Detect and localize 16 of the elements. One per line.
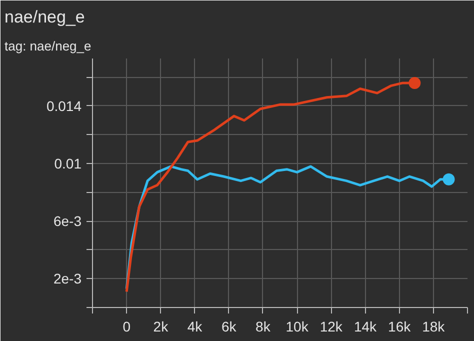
chart-title: nae/neg_e xyxy=(4,8,85,26)
y-tick-label: 2e-3 xyxy=(53,270,82,287)
x-tick-label: 10k xyxy=(286,318,310,334)
x-tick-label: 12k xyxy=(320,318,344,334)
x-tick-label: 6k xyxy=(221,318,238,334)
x-tick-label: 2k xyxy=(153,318,170,334)
x-tick-label: 14k xyxy=(354,318,378,334)
y-tick-label: 6e-3 xyxy=(53,213,82,230)
x-tick-label: 18k xyxy=(422,318,446,334)
chart-subtitle: tag: nae/neg_e xyxy=(4,38,92,54)
x-tick-label: 4k xyxy=(187,318,204,334)
y-tick-label: 0.014 xyxy=(46,98,82,114)
x-tick-label: 16k xyxy=(388,318,412,334)
x-tick-label: 0 xyxy=(122,318,131,334)
y-tick-label: 0.01 xyxy=(54,156,82,172)
x-tick-label: 8k xyxy=(256,318,272,334)
